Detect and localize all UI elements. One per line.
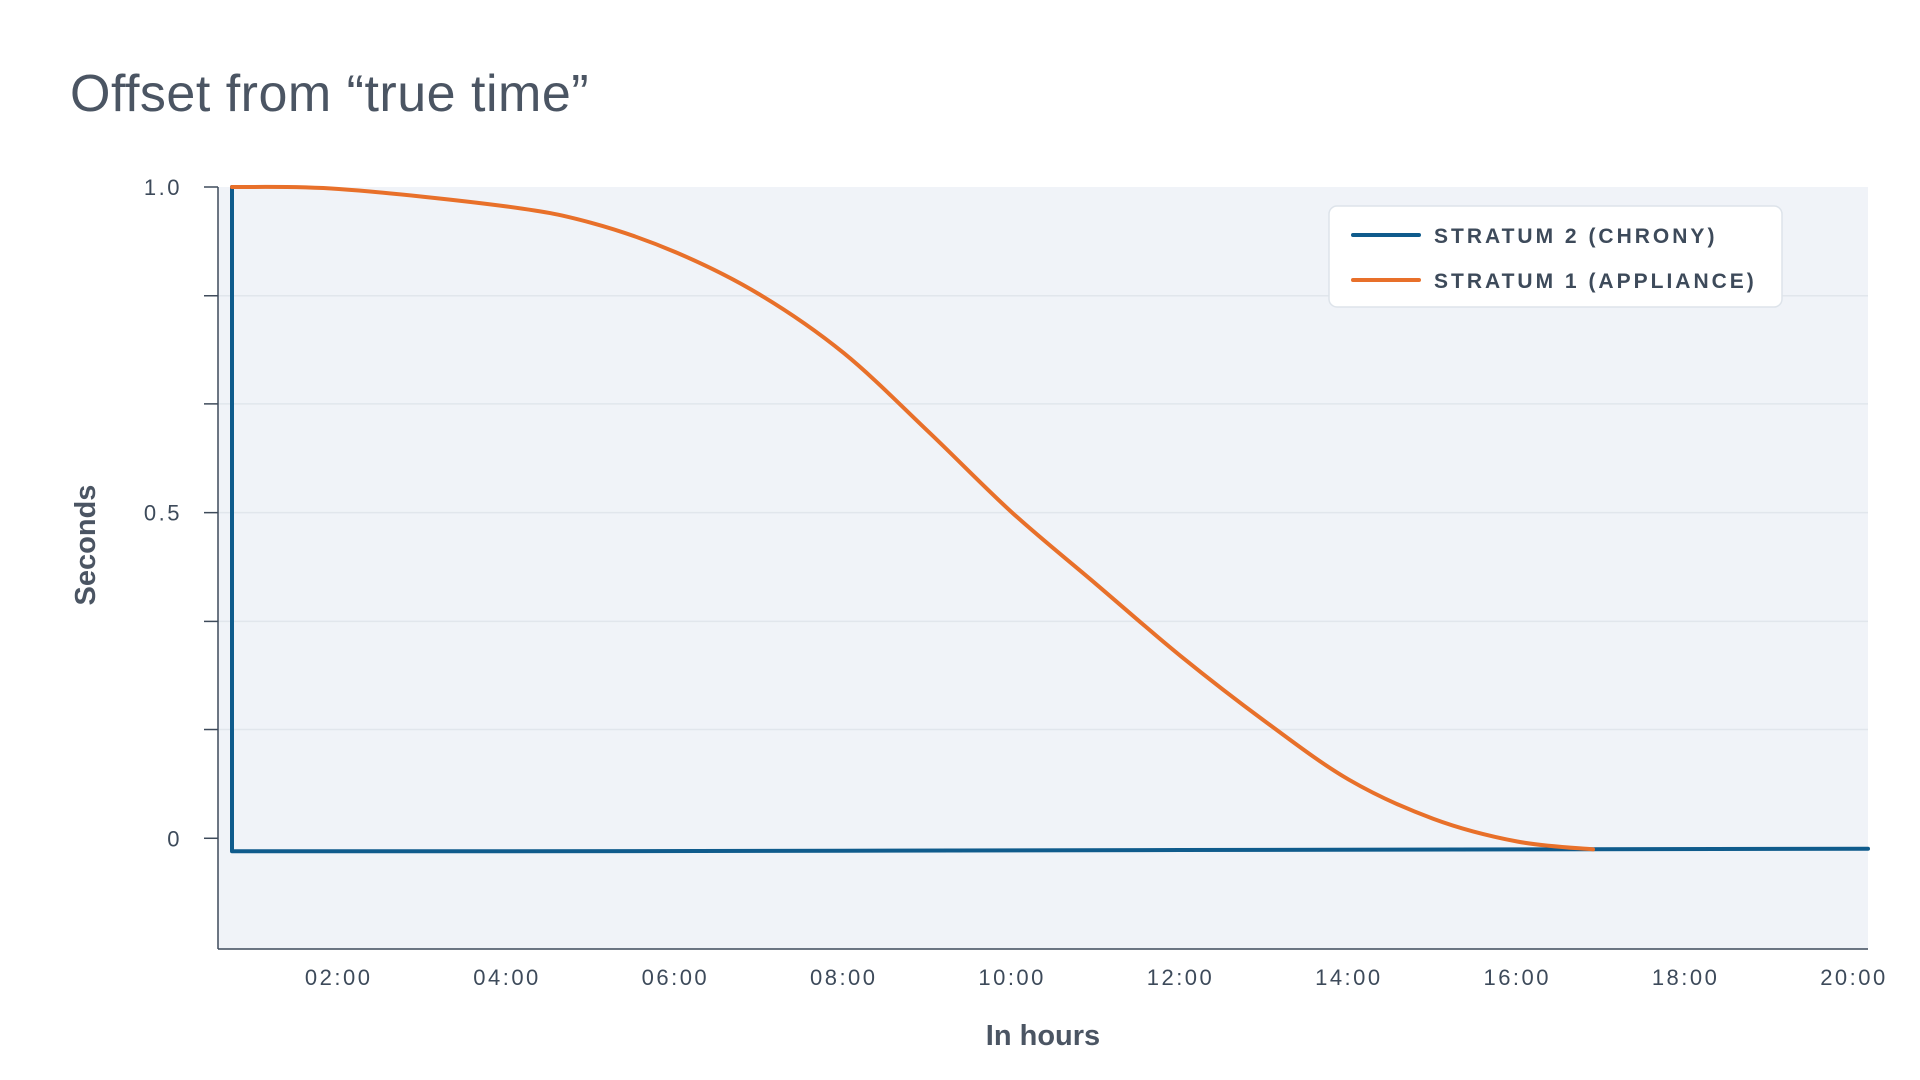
- y-axis-title: Seconds: [70, 485, 102, 606]
- series-line-stratum-2: [230, 185, 1870, 854]
- x-tick-label: 08:00: [810, 965, 878, 990]
- y-axis-ticks: 1.0 0.5 0: [144, 175, 218, 851]
- chart-title: Offset from “true time”: [70, 65, 590, 123]
- axes: [217, 187, 1868, 950]
- series-line-stratum-1: [230, 184, 1595, 852]
- legend-box: [1328, 205, 1783, 308]
- x-tick-label: 20:00: [1820, 965, 1888, 990]
- y-tick-label: 0: [167, 826, 182, 851]
- legend-label-stratum-2: STRATUM 2 (CHRONY): [1434, 225, 1717, 248]
- x-axis-title: In hours: [986, 1020, 1100, 1052]
- x-tick-label: 02:00: [305, 965, 373, 990]
- legend: STRATUM 2 (CHRONY) STRATUM 1 (APPLIANCE): [1328, 205, 1783, 308]
- series-lines: [230, 184, 1870, 854]
- x-tick-label: 10:00: [978, 965, 1046, 990]
- x-tick-label: 06:00: [642, 965, 710, 990]
- y-tick-label: 1.0: [144, 175, 182, 200]
- x-axis-ticks: 02:00 04:00 06:00 08:00 10:00 12:00 14:00 16:00…: [305, 965, 1888, 990]
- x-tick-label: 18:00: [1652, 965, 1720, 990]
- plot-area: [218, 187, 1868, 949]
- y-tick-label: 0.5: [144, 501, 182, 526]
- x-tick-label: 04:00: [473, 965, 541, 990]
- x-tick-label: 12:00: [1147, 965, 1215, 990]
- x-tick-label: 16:00: [1483, 965, 1551, 990]
- legend-label-stratum-1: STRATUM 1 (APPLIANCE): [1434, 270, 1757, 293]
- x-tick-label: 14:00: [1315, 965, 1383, 990]
